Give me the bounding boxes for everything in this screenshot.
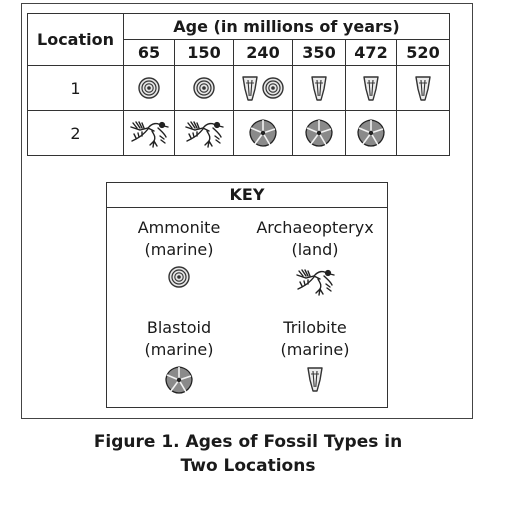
table-cell <box>233 65 293 111</box>
key-item-blastoid: Blastoid (marine) <box>109 317 249 395</box>
ammonite-icon <box>261 76 285 100</box>
trilobite-icon <box>245 365 385 393</box>
blastoid-icon <box>109 365 249 395</box>
trilobite-icon <box>414 74 432 102</box>
key-item-name: Ammonite <box>137 218 221 237</box>
table-cell <box>174 65 234 111</box>
key-title: KEY <box>107 183 387 208</box>
age-col-header: 150 <box>174 39 234 66</box>
ammonite-icon <box>192 76 216 100</box>
table-cell <box>123 65 175 111</box>
row-label: 1 <box>27 65 124 111</box>
key-item-name: Blastoid <box>146 318 212 337</box>
table-cell <box>396 110 450 156</box>
age-col-header: 240 <box>233 39 293 66</box>
table-row: 1 <box>27 65 450 111</box>
table-row: 2 <box>27 110 450 156</box>
key-item-trilobite: Trilobite (marine) <box>245 317 385 393</box>
trilobite-icon <box>362 74 380 102</box>
caption-line: Figure 1. Ages of Fossil Types in <box>93 432 403 452</box>
blastoid-icon <box>248 118 278 148</box>
age-col-header: 520 <box>396 39 450 66</box>
table-cell <box>345 110 397 156</box>
table-cell <box>345 65 397 111</box>
key-item-archaeopteryx: Archaeopteryx (land) <box>245 217 385 297</box>
table-cell <box>396 65 450 111</box>
row-label: 2 <box>27 110 124 156</box>
age-header: Age (in millions of years) <box>123 13 450 40</box>
age-col-header: 350 <box>292 39 346 66</box>
ammonite-icon <box>137 76 161 100</box>
key-item-ammonite: Ammonite (marine) <box>109 217 249 289</box>
key-item-name: Trilobite <box>283 318 347 337</box>
archaeopteryx-icon <box>128 117 170 149</box>
age-col-header: 472 <box>345 39 397 66</box>
table-cell <box>292 65 346 111</box>
key-item-habitat: (marine) <box>280 340 350 359</box>
key-item-habitat: (land) <box>291 240 339 259</box>
trilobite-icon <box>241 74 259 102</box>
blastoid-icon <box>304 118 334 148</box>
table-cell <box>174 110 234 156</box>
figure-frame <box>21 3 473 419</box>
ammonite-icon <box>109 265 249 289</box>
figure-caption: Figure 1. Ages of Fossil Types in Two Lo… <box>0 430 496 478</box>
table-cell <box>233 110 293 156</box>
location-header: Location <box>27 13 124 66</box>
caption-line: Two Locations <box>180 456 316 476</box>
archaeopteryx-icon <box>183 117 225 149</box>
table-cell <box>123 110 175 156</box>
table-cell <box>292 110 346 156</box>
key-item-name: Archaeopteryx <box>256 218 374 237</box>
key-item-habitat: (marine) <box>144 340 214 359</box>
blastoid-icon <box>356 118 386 148</box>
fossil-table: Location Age (in millions of years) 65 1… <box>27 13 450 156</box>
trilobite-icon <box>310 74 328 102</box>
age-col-header: 65 <box>123 39 175 66</box>
archaeopteryx-icon <box>245 265 385 297</box>
key-box: KEY Ammonite (marine) Archaeopteryx (lan… <box>106 182 388 408</box>
key-item-habitat: (marine) <box>144 240 214 259</box>
